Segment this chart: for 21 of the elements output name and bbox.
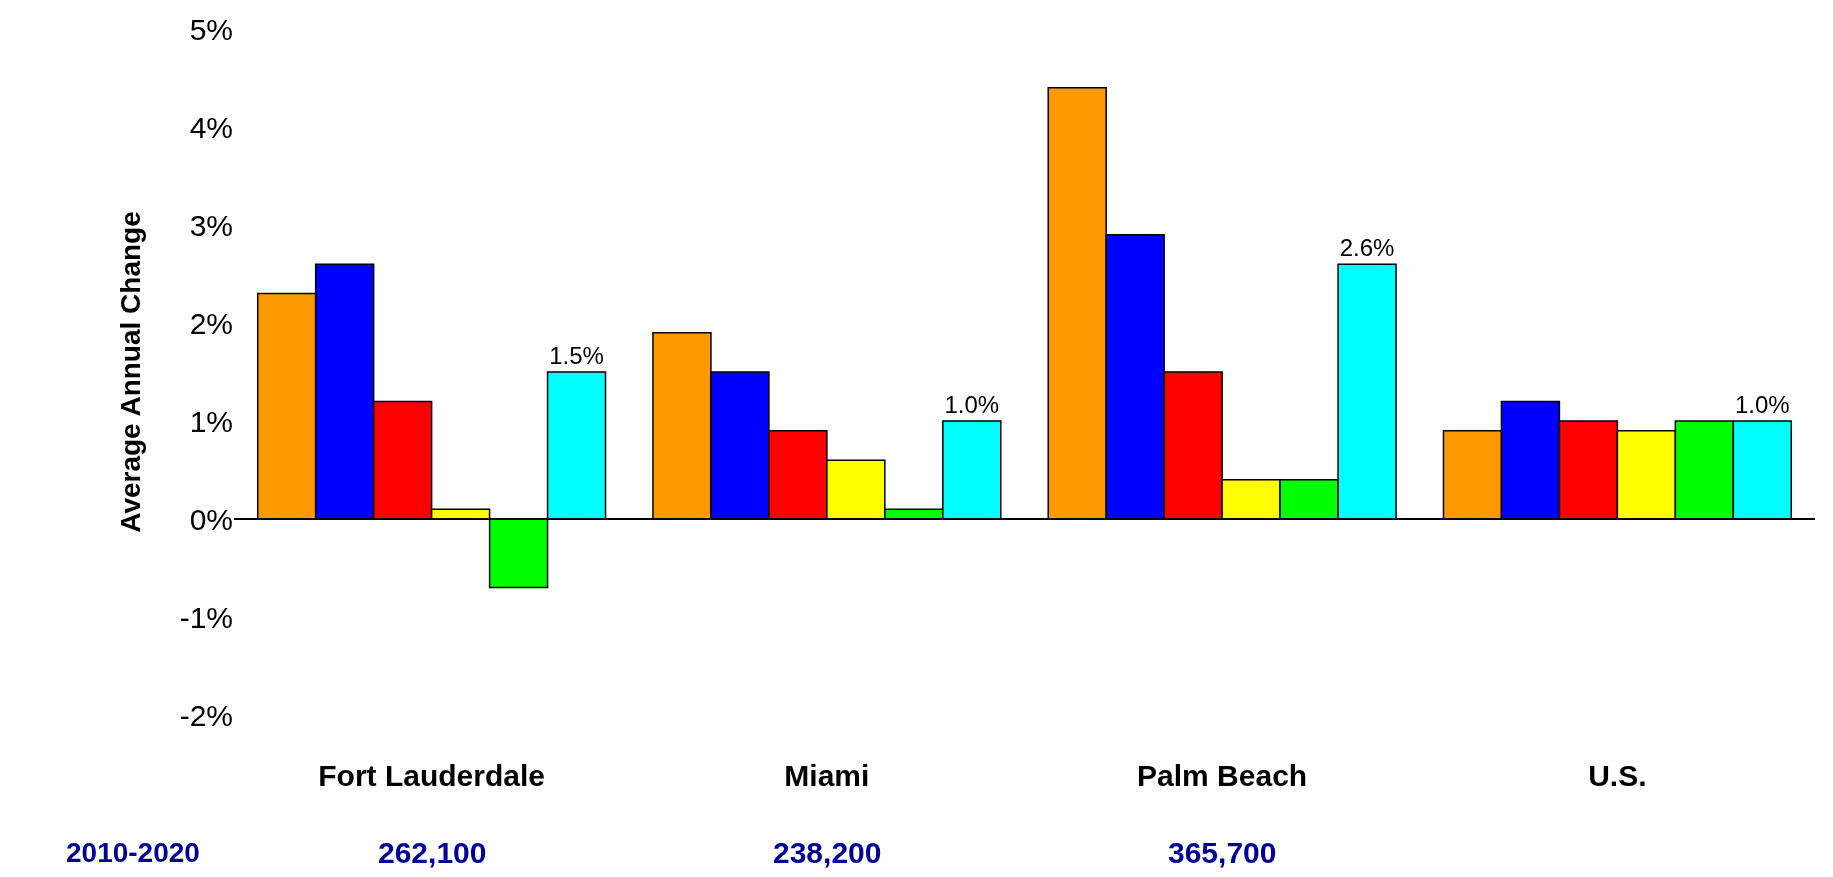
y-tick-label: 4% [189,110,233,144]
text: 2010-2020 [66,837,200,868]
data-label: 1.0% [944,391,1000,418]
data-label: 1.0% [1734,391,1790,418]
x-tick-label: Miami [784,759,870,792]
data-label: 1.5% [549,342,604,369]
y-tick-label: -1% [179,600,233,634]
x-tick-label: Palm Beach [1137,759,1308,792]
y-tick-label: 2% [189,306,233,340]
y-tick-label: 3% [189,208,233,242]
y-tick-label: 1% [189,404,233,438]
x-tick-label: U.S. [1588,759,1647,792]
x-tick-label: Fort Lauderdale [318,759,545,792]
y-tick-label: 0% [189,502,233,536]
y-axis-title: Average Annual Change [115,211,147,533]
text: 238,200 [773,836,882,869]
text: 365,700 [1168,836,1277,869]
data-label: 2.6% [1339,234,1395,262]
text: 262,100 [378,836,487,869]
y-tick-label: 5% [189,12,233,46]
y-tick-label: -2% [179,698,233,732]
